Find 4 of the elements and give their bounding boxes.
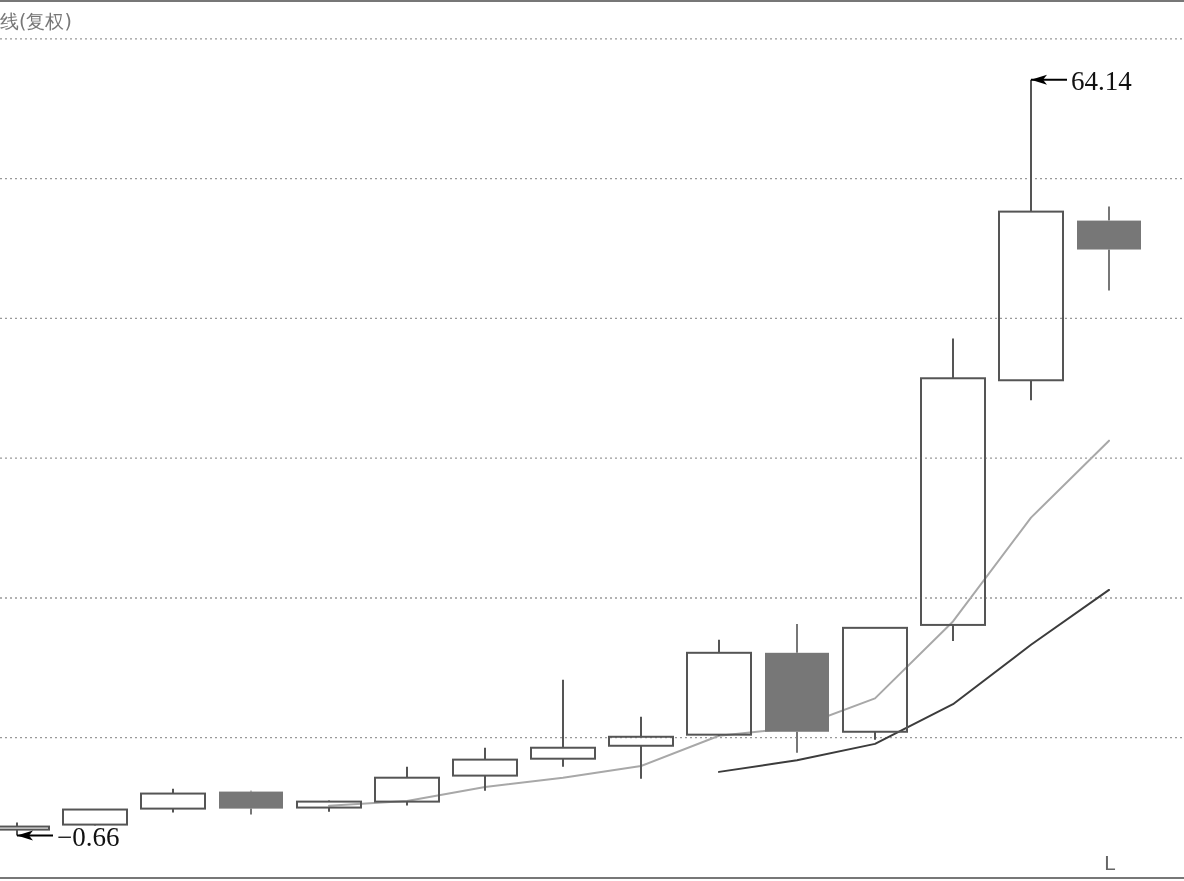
text: 线(复权)	[0, 10, 72, 32]
annotation: L	[1104, 851, 1116, 875]
annotation: 64.14	[1071, 65, 1133, 96]
annotation: −0.66	[57, 821, 120, 852]
